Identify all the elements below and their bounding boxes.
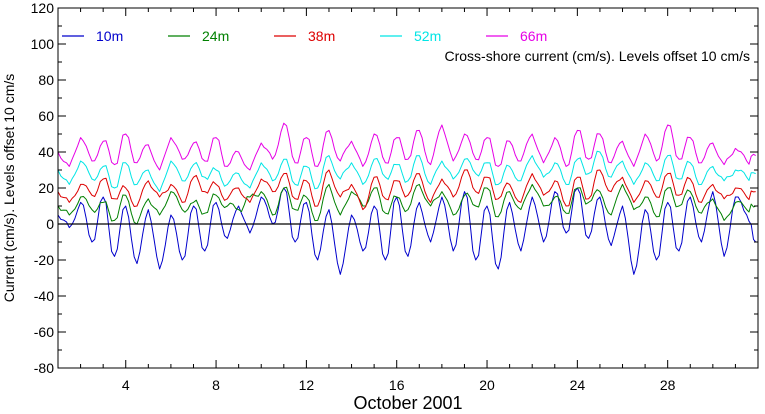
x-tick-label: 4: [122, 377, 130, 393]
y-tick-label: 40: [38, 144, 54, 160]
series-line-10m: [58, 187, 757, 275]
x-tick-label: 20: [479, 377, 495, 393]
x-tick-label: 28: [660, 377, 676, 393]
chart-annotation: Cross-shore current (cm/s). Levels offse…: [445, 48, 751, 64]
legend-label-66m: 66m: [520, 28, 547, 44]
legend-label-24m: 24m: [202, 28, 229, 44]
y-tick-label: 0: [46, 216, 54, 232]
y-tick-label: -60: [34, 324, 54, 340]
series-line-66m: [58, 122, 756, 171]
x-tick-label: 24: [570, 377, 586, 393]
x-tick-label: 12: [299, 377, 315, 393]
y-axis-title: Current (cm/s). Levels offset 10 cm/s: [1, 74, 17, 302]
y-tick-label: -40: [34, 288, 54, 304]
y-tick-label: -80: [34, 360, 54, 376]
y-tick-label: 60: [38, 108, 54, 124]
series-line-52m: [58, 150, 756, 193]
series-line-38m: [58, 169, 756, 211]
y-tick-label: 100: [31, 36, 55, 52]
legend-label-52m: 52m: [414, 28, 441, 44]
legend: 10m 24m 38m 52m 66m: [62, 28, 547, 44]
y-tick-label: 80: [38, 72, 54, 88]
y-tick-label: 20: [38, 180, 54, 196]
x-tick-label: 16: [389, 377, 405, 393]
x-axis-title: October 2001: [353, 393, 462, 413]
series-layer: [58, 122, 757, 275]
series-line-24m: [58, 183, 756, 225]
y-tick-label: -20: [34, 252, 54, 268]
ticks-layer: -80 -60 -40 -20 0 20 40 60 80 100 120 4 8 12 16 20 24 28: [31, 0, 759, 393]
y-tick-label: 120: [31, 0, 55, 16]
x-tick-label: 8: [212, 377, 220, 393]
legend-label-38m: 38m: [308, 28, 335, 44]
legend-label-10m: 10m: [96, 28, 123, 44]
